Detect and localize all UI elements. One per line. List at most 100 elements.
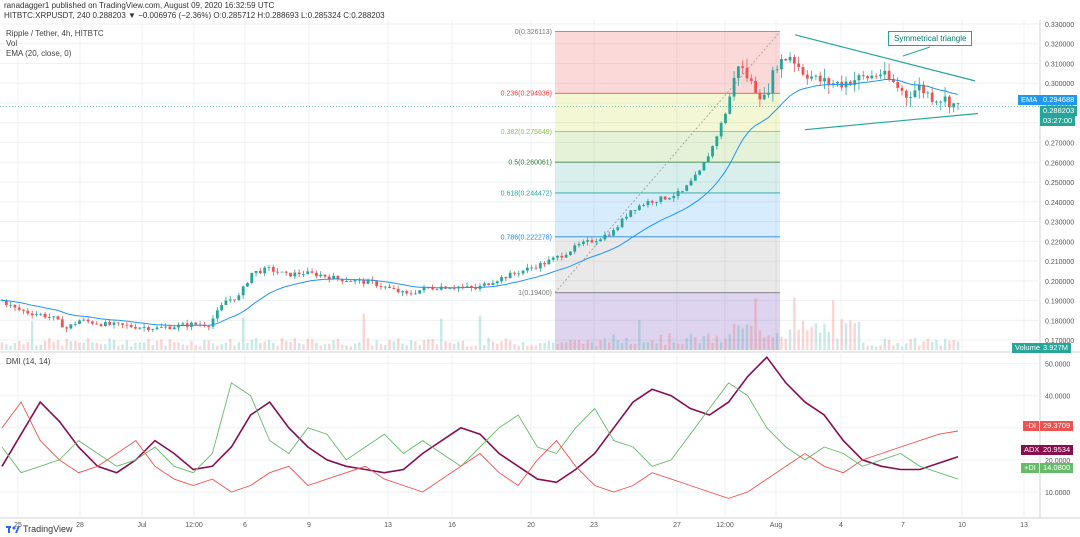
candle-body: [431, 287, 435, 290]
time-tick-label: 13: [1020, 522, 1028, 529]
volume-bar: [121, 344, 124, 350]
candle-body: [340, 279, 344, 282]
price-tick-label: 0.210000: [1045, 259, 1074, 266]
candle-body: [258, 270, 262, 274]
candle-body: [69, 324, 73, 329]
volume-bar: [211, 343, 215, 350]
volume-bar: [741, 328, 744, 350]
volume-bar: [582, 344, 585, 350]
volume-bar: [496, 343, 499, 350]
candle-body: [797, 63, 801, 68]
candle-body: [405, 291, 409, 294]
candle-body: [642, 205, 646, 206]
volume-bar: [237, 342, 241, 350]
candle-body: [164, 326, 168, 328]
candle-body: [693, 174, 697, 181]
vol-legend[interactable]: Vol: [6, 39, 18, 48]
volume-tag-label: Volume: [1012, 343, 1044, 353]
volume-bar: [504, 338, 508, 350]
price-tick-label: 0.220000: [1045, 239, 1074, 246]
volume-bar: [801, 320, 805, 350]
candle-body: [767, 92, 770, 95]
volume-bar: [332, 340, 335, 350]
triangle-annotation[interactable]: Symmetrical triangle: [888, 31, 973, 46]
dmi-tick-label: 20.0000: [1045, 458, 1070, 465]
candle-body: [267, 266, 271, 268]
volume-bar: [276, 345, 279, 350]
candle-body: [577, 244, 581, 246]
volume-bar: [427, 339, 430, 350]
dmi-legend[interactable]: DMI (14, 14): [6, 357, 51, 366]
candle-body: [215, 310, 219, 319]
ema-tag-label: EMA: [1018, 95, 1041, 105]
volume-bar: [22, 344, 25, 350]
volume-bar: [737, 325, 740, 350]
volume-bar: [728, 333, 731, 350]
publisher-line: ranadagger1 published on TradingView.com…: [4, 1, 275, 10]
candle-body: [866, 76, 869, 79]
candle-body: [892, 78, 895, 83]
candle-body: [465, 286, 469, 287]
volume-bar: [9, 345, 12, 350]
tradingview-brand[interactable]: TradingView: [6, 524, 73, 534]
volume-bar: [69, 341, 73, 350]
volume-bar: [440, 318, 443, 350]
time-tick-label: 4: [839, 522, 843, 529]
candle-body: [732, 77, 736, 97]
candle-body: [883, 70, 887, 75]
candle-body: [805, 74, 809, 79]
candle-body: [276, 271, 280, 273]
candle-body: [594, 241, 598, 243]
candle-body: [935, 101, 938, 103]
candle-body: [414, 293, 417, 295]
volume-bar: [694, 337, 697, 350]
volume-bar: [590, 342, 594, 350]
candle-body: [887, 70, 891, 79]
candle-body: [56, 316, 60, 320]
candle-body: [861, 75, 865, 77]
volume-bar: [448, 342, 452, 350]
volume-bar: [198, 346, 202, 350]
candle-body: [418, 290, 422, 294]
candle-body: [590, 240, 594, 243]
candle-body: [366, 279, 370, 284]
candle-body: [551, 257, 555, 260]
volume-bar: [414, 341, 417, 350]
candle-body: [474, 287, 478, 289]
fib-level-label: 0.786(0.222278): [501, 234, 552, 241]
tradingview-label: TradingView: [23, 524, 73, 534]
volume-bar: [345, 345, 348, 350]
candle-body: [228, 299, 232, 301]
candle-body: [668, 198, 671, 200]
fib-level-label: 0.236(0.294936): [501, 91, 552, 98]
volume-bar: [651, 340, 654, 350]
volume-bar: [564, 342, 568, 350]
candle-body: [263, 267, 267, 274]
dmi-tick-label: 40.0000: [1045, 394, 1070, 401]
volume-bar: [543, 342, 546, 350]
candle-body: [147, 327, 150, 331]
candle-body: [956, 103, 960, 105]
volume-bar: [599, 340, 602, 350]
volume-bar: [491, 341, 495, 350]
ema-legend[interactable]: EMA (20, close, 0): [6, 49, 72, 58]
volume-bar: [478, 315, 482, 350]
candle-body: [504, 277, 508, 279]
candle-body: [95, 323, 99, 325]
symbol-legend[interactable]: Ripple / Tether, 4h, HITBTC: [6, 29, 104, 38]
volume-bar: [259, 342, 262, 350]
volume-bar: [913, 338, 917, 350]
price-tick-label: 0.320000: [1045, 42, 1074, 49]
volume-bar: [74, 340, 77, 350]
candle-body: [521, 270, 525, 274]
volume-bar: [573, 340, 576, 350]
volume-bar: [935, 339, 938, 350]
volume-bar: [422, 340, 426, 350]
fib-trend-line: [554, 31, 781, 293]
volume-bar: [35, 345, 38, 350]
volume-bar: [401, 343, 404, 350]
volume-bar: [30, 320, 34, 350]
dmi-series-plusdi: [1, 382, 959, 480]
time-tick-label: 27: [673, 522, 681, 529]
